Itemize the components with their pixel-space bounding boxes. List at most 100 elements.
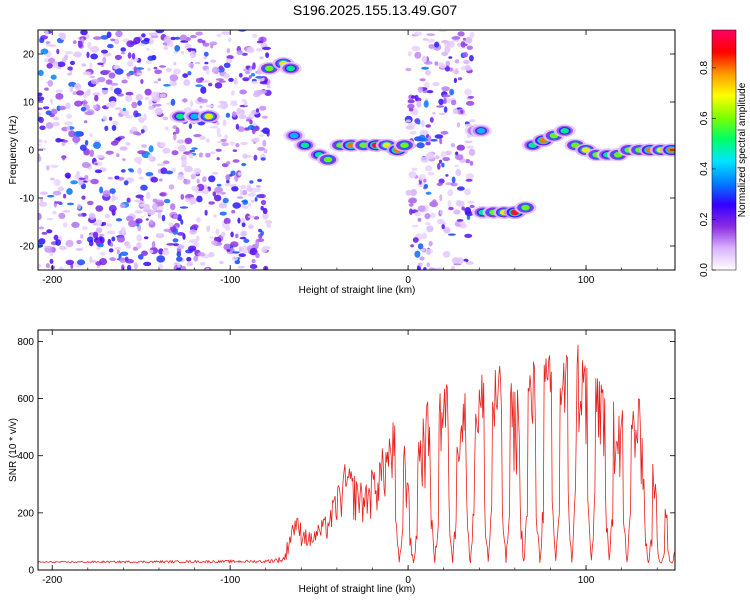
- noise-blob: [453, 77, 457, 83]
- noise-blob: [266, 85, 271, 89]
- noise-blob: [59, 32, 67, 41]
- colorbar: 0.0 0.2 0.4 0.6 0.8 Normalized spectral ampl…: [699, 29, 748, 277]
- noise-blob: [72, 135, 81, 143]
- noise-blob: [78, 180, 84, 186]
- noise-blob: [146, 47, 150, 51]
- snr-x-label: Height of straight line (km): [299, 584, 416, 595]
- noise-blob: [220, 191, 227, 195]
- noise-blob: [465, 261, 474, 265]
- noise-blob: [80, 212, 87, 217]
- noise-blob: [214, 194, 222, 202]
- noise-blob: [101, 87, 109, 91]
- noise-blob: [176, 251, 182, 258]
- noise-blob: [222, 119, 227, 127]
- noise-blob: [441, 86, 450, 92]
- noise-blob: [163, 198, 171, 204]
- noise-blob: [89, 256, 93, 264]
- noise-blob: [92, 231, 99, 239]
- noise-blob: [143, 261, 152, 267]
- noise-blob: [66, 188, 73, 195]
- noise-blob: [52, 190, 62, 196]
- noise-blob: [225, 174, 231, 181]
- noise-blob: [250, 200, 255, 203]
- noise-blob: [408, 203, 414, 207]
- noise-blob: [249, 119, 253, 125]
- noise-blob: [218, 202, 227, 209]
- noise-blob: [210, 125, 219, 129]
- noise-blob: [145, 172, 154, 177]
- noise-blob: [457, 186, 465, 191]
- noise-blob: [195, 31, 203, 36]
- noise-blob: [448, 233, 456, 236]
- noise-blob: [216, 183, 222, 187]
- ridge-mark: [204, 113, 214, 120]
- noise-blob: [432, 82, 440, 87]
- noise-blob: [68, 130, 76, 138]
- noise-blob: [50, 108, 58, 115]
- noise-blob: [157, 78, 162, 82]
- noise-blob: [428, 44, 435, 49]
- noise-blob: [73, 40, 77, 44]
- noise-blob: [211, 240, 218, 246]
- noise-blob: [127, 52, 132, 59]
- noise-blob: [44, 30, 49, 37]
- noise-blob: [86, 51, 90, 58]
- noise-blob: [132, 131, 140, 136]
- noise-blob: [45, 41, 51, 44]
- noise-blob: [181, 265, 187, 270]
- noise-blob: [156, 255, 166, 263]
- noise-blob: [111, 198, 116, 202]
- noise-blob: [241, 162, 247, 167]
- noise-blob: [434, 134, 444, 139]
- noise-blob: [186, 256, 192, 262]
- noise-blob: [451, 36, 461, 40]
- noise-blob: [149, 219, 154, 225]
- noise-blob: [168, 222, 174, 228]
- noise-blob: [69, 86, 74, 93]
- noise-blob: [450, 182, 458, 187]
- noise-blob: [87, 41, 92, 49]
- noise-blob: [441, 40, 450, 44]
- noise-blob: [405, 119, 411, 123]
- noise-blob: [133, 262, 139, 270]
- noise-blob: [217, 133, 222, 138]
- noise-blob: [406, 125, 415, 130]
- noise-blob: [465, 159, 471, 164]
- noise-blob: [442, 157, 451, 162]
- noise-blob: [102, 56, 107, 64]
- noise-blob: [66, 113, 73, 119]
- noise-blob: [172, 82, 177, 86]
- noise-blob: [425, 191, 432, 195]
- ridge-mark: [286, 65, 296, 72]
- noise-blob: [170, 98, 176, 106]
- noise-blob: [42, 106, 50, 110]
- noise-blob: [40, 191, 48, 195]
- noise-blob: [110, 38, 116, 42]
- noise-blob: [189, 229, 197, 235]
- noise-blob: [77, 203, 81, 210]
- noise-blob: [93, 141, 101, 149]
- noise-blob: [49, 98, 54, 104]
- noise-blob: [223, 243, 232, 251]
- noise-blob: [262, 207, 268, 214]
- noise-blob: [455, 154, 464, 161]
- noise-blob: [449, 88, 455, 96]
- noise-blob: [191, 147, 198, 150]
- noise-blob: [227, 37, 232, 42]
- noise-blob: [225, 112, 231, 118]
- noise-blob: [110, 140, 119, 146]
- noise-blob: [447, 200, 452, 208]
- noise-blob: [108, 72, 116, 79]
- noise-blob: [242, 189, 248, 196]
- noise-blob: [50, 74, 57, 80]
- noise-blob: [126, 243, 132, 249]
- noise-blob: [426, 262, 431, 268]
- noise-blob: [439, 209, 443, 215]
- noise-blob: [411, 45, 421, 52]
- noise-blob: [456, 219, 464, 222]
- ridge-mark: [323, 156, 333, 163]
- noise-blob: [46, 165, 50, 171]
- noise-blob: [425, 141, 431, 146]
- noise-blob: [464, 233, 473, 238]
- background-noise-layer: [38, 30, 476, 270]
